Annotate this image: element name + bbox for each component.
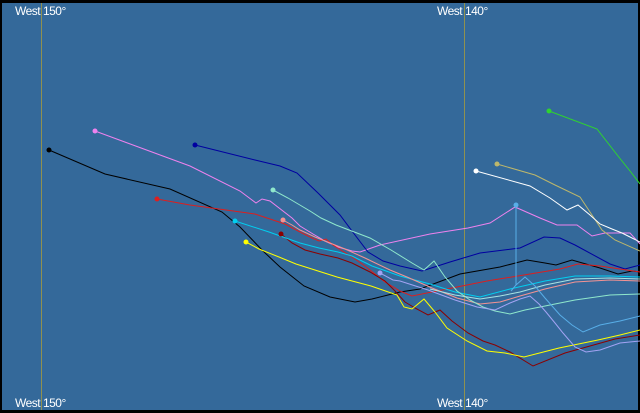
- svg-text:West 150°: West 150°: [15, 4, 66, 18]
- svg-text:West 140°: West 140°: [437, 396, 488, 410]
- svg-text:West 140°: West 140°: [437, 4, 488, 18]
- svg-text:West 150°: West 150°: [15, 396, 66, 410]
